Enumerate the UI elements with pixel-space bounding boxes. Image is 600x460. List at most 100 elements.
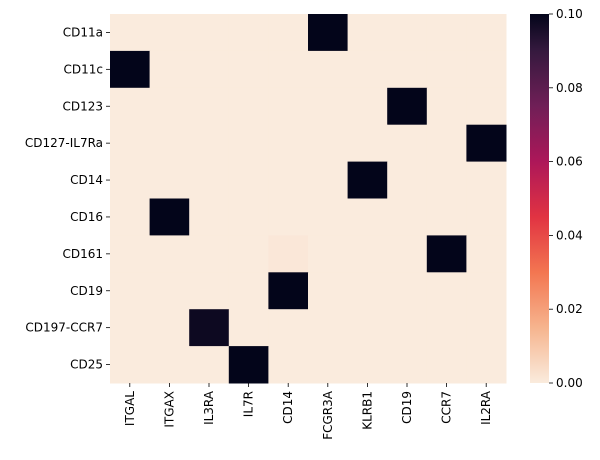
heatmap-cell-CD161-IL3RA (189, 235, 230, 273)
heatmap-cell-CD19-ITGAX (149, 272, 190, 310)
y-axis: CD11a CD11c CD123 CD127-IL7Ra CD14 CD16 CD161 C… (25, 25, 110, 372)
heatmap-cell-CD11a-IL3RA (189, 14, 230, 52)
heatmap-cell-CD25-ITGAX (149, 346, 190, 384)
heatmap-cell-CD11a-IL2RA (466, 14, 507, 52)
heatmap-cell-CD127-IL7Ra-IL7R (228, 124, 269, 163)
heatmap-cell-CD14-FCGR3A (308, 161, 349, 199)
heatmap-cell-CD19-CD19 (387, 272, 428, 310)
heatmap-cell-CD161-CD14 (268, 235, 309, 273)
x-tick-label: CD19 (400, 391, 414, 424)
heatmap-cell-CD11c-KLRB1 (347, 50, 388, 89)
heatmap-cell-CD14-IL7R (228, 161, 269, 199)
heatmap-cell-CD25-CCR7 (426, 346, 467, 384)
heatmap-cell-CD161-ITGAL (110, 235, 151, 273)
heatmap-cell-CD123-ITGAX (149, 87, 190, 126)
heatmap-cell-CD161-CCR7 (426, 235, 467, 273)
colorbar-tick-label: 0.00 (556, 376, 583, 390)
heatmap-cell-CD197-CCR7-CCR7 (426, 309, 467, 347)
y-tick-label: CD127-IL7Ra (25, 136, 103, 150)
heatmap-cell-CD11c-CD19 (387, 50, 428, 89)
heatmap-cell-CD19-FCGR3A (308, 272, 349, 310)
heatmap-cell-CD161-ITGAX (149, 235, 190, 273)
heatmap-cell-CD16-ITGAL (110, 198, 151, 236)
heatmap-cell-CD14-CD19 (387, 161, 428, 199)
colorbar-tick-label: 0.10 (556, 7, 583, 21)
y-tick-label: CD197-CCR7 (25, 321, 103, 335)
heatmap-cell-CD11a-FCGR3A (308, 14, 349, 52)
heatmap-cell-CD25-IL2RA (466, 346, 507, 384)
heatmap-cell-CD197-CCR7-CD14 (268, 309, 309, 347)
heatmap-cell-CD11a-ITGAX (149, 14, 190, 52)
heatmap-cell-CD11c-IL7R (228, 50, 269, 89)
heatmap-cell-CD127-IL7Ra-ITGAX (149, 124, 190, 163)
heatmap-cell-CD14-KLRB1 (347, 161, 388, 199)
heatmap-cell-CD123-KLRB1 (347, 87, 388, 126)
x-axis: ITGAL ITGAX IL3RA IL7R CD14 FCGR3A KLRB1 CD19 CC… (123, 383, 493, 440)
heatmap-cell-CD161-CD19 (387, 235, 428, 273)
heatmap-cell-CD123-ITGAL (110, 87, 151, 126)
heatmap-cell-CD16-IL3RA (189, 198, 230, 236)
colorbar-tick-label: 0.06 (556, 155, 583, 169)
heatmap-cell-CD11a-IL7R (228, 14, 269, 52)
heatmap-cell-CD11c-ITGAL (110, 50, 151, 89)
y-tick-label: CD11c (64, 62, 104, 76)
heatmap-cell-CD16-CD14 (268, 198, 309, 236)
heatmap-cell-CD14-IL2RA (466, 161, 507, 199)
y-tick-label: CD19 (70, 284, 103, 298)
heatmap-cell-CD123-IL3RA (189, 87, 230, 126)
y-tick-label: CD14 (70, 173, 103, 187)
heatmap-cell-CD16-FCGR3A (308, 198, 349, 236)
heatmap-cell-CD123-CD19 (387, 87, 428, 126)
heatmap-cell-CD127-IL7Ra-CD14 (268, 124, 309, 163)
heatmap-cell-CD127-IL7Ra-CD19 (387, 124, 428, 163)
heatmap-cell-CD127-IL7Ra-CCR7 (426, 124, 467, 163)
x-tick-label: CD14 (281, 391, 295, 424)
heatmap-cell-CD25-CD14 (268, 346, 309, 384)
heatmap-cell-CD197-CCR7-FCGR3A (308, 309, 349, 347)
x-tick-label: ITGAL (123, 391, 137, 426)
heatmap-cell-CD127-IL7Ra-KLRB1 (347, 124, 388, 163)
x-tick-label: FCGR3A (321, 390, 335, 440)
heatmap-cell-CD11a-CD19 (387, 14, 428, 52)
heatmap-cell-CD11a-KLRB1 (347, 14, 388, 52)
colorbar: 0.00 0.02 0.04 0.06 0.08 0.10 (530, 7, 583, 390)
heatmap-cell-CD19-IL7R (228, 272, 269, 310)
heatmap-cell-CD16-ITGAX (149, 198, 190, 236)
heatmap-cell-CD123-CD14 (268, 87, 309, 126)
x-tick-label: IL7R (242, 391, 256, 417)
heatmap-cell-CD197-CCR7-IL2RA (466, 309, 507, 347)
heatmap-cell-CD197-CCR7-ITGAX (149, 309, 190, 347)
heatmap-cell-CD11c-ITGAX (149, 50, 190, 89)
colorbar-tick-label: 0.02 (556, 302, 583, 316)
x-tick-label: ITGAX (162, 391, 176, 428)
heatmap-cell-CD19-ITGAL (110, 272, 151, 310)
heatmap-cell-CD11a-ITGAL (110, 14, 151, 52)
heatmap-cell-CD14-ITGAX (149, 161, 190, 199)
y-tick-label: CD11a (63, 25, 103, 39)
heatmap-cells (110, 14, 507, 384)
heatmap-cell-CD161-FCGR3A (308, 235, 349, 273)
heatmap-cell-CD123-FCGR3A (308, 87, 349, 126)
heatmap-cell-CD11c-IL3RA (189, 50, 230, 89)
x-tick-label: IL3RA (202, 390, 216, 425)
heatmap-cell-CD25-CD19 (387, 346, 428, 384)
heatmap-cell-CD161-KLRB1 (347, 235, 388, 273)
heatmap-cell-CD123-CCR7 (426, 87, 467, 126)
heatmap-cell-CD197-CCR7-IL7R (228, 309, 269, 347)
heatmap-cell-CD11a-CD14 (268, 14, 309, 52)
heatmap-cell-CD25-FCGR3A (308, 346, 349, 384)
colorbar-gradient (530, 14, 549, 383)
heatmap-cell-CD11a-CCR7 (426, 14, 467, 52)
heatmap-cell-CD14-ITGAL (110, 161, 151, 199)
heatmap-cell-CD161-IL7R (228, 235, 269, 273)
heatmap-cell-CD16-KLRB1 (347, 198, 388, 236)
heatmap-cell-CD197-CCR7-ITGAL (110, 309, 151, 347)
heatmap-cell-CD127-IL7Ra-FCGR3A (308, 124, 349, 163)
heatmap-cell-CD16-CCR7 (426, 198, 467, 236)
heatmap-cell-CD11c-CCR7 (426, 50, 467, 89)
heatmap-cell-CD16-IL7R (228, 198, 269, 236)
heatmap-cell-CD16-IL2RA (466, 198, 507, 236)
heatmap-cell-CD19-IL2RA (466, 272, 507, 310)
y-tick-label: CD161 (62, 247, 103, 261)
